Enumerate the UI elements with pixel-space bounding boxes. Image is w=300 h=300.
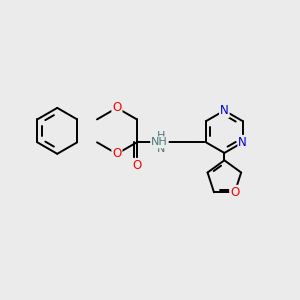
Text: N: N (220, 104, 229, 117)
Text: N: N (157, 144, 165, 154)
Text: N: N (238, 136, 247, 149)
Text: O: O (132, 159, 141, 172)
Text: NH: NH (151, 137, 168, 147)
Text: O: O (112, 101, 122, 114)
Text: O: O (112, 147, 122, 160)
Text: O: O (230, 186, 239, 199)
Text: H: H (157, 130, 165, 141)
